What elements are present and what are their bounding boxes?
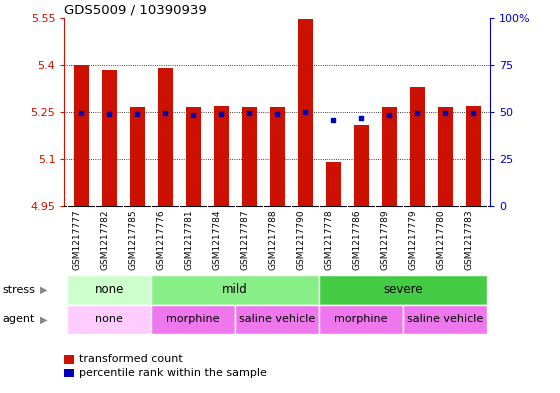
Text: saline vehicle: saline vehicle [407,314,483,324]
Bar [319,275,487,305]
Point [413,110,422,116]
Point [133,110,142,117]
Text: stress: stress [3,285,36,295]
Text: GSM1217790: GSM1217790 [296,209,305,270]
Text: GSM1217782: GSM1217782 [100,209,109,270]
Text: GSM1217789: GSM1217789 [380,209,389,270]
Point [105,110,114,117]
Bar [67,305,151,334]
Bar [157,68,173,206]
Bar [297,19,313,206]
Text: GSM1217787: GSM1217787 [240,209,249,270]
Text: GSM1217785: GSM1217785 [128,209,137,270]
Text: none: none [95,283,124,296]
Point [77,110,86,116]
Bar [325,162,341,206]
Text: ▶: ▶ [40,314,48,324]
Bar [101,70,117,206]
Point [329,117,338,123]
Point [273,110,282,117]
Text: GSM1217777: GSM1217777 [72,209,81,270]
Bar [409,87,425,206]
Bar [67,275,151,305]
Bar [235,305,319,334]
Text: agent: agent [3,314,35,324]
Bar [151,305,235,334]
Text: GSM1217788: GSM1217788 [268,209,277,270]
Text: GSM1217783: GSM1217783 [464,209,473,270]
Bar [185,107,201,206]
Text: percentile rank within the sample: percentile rank within the sample [79,368,267,378]
Bar [403,305,487,334]
Point [189,111,198,118]
Text: morphine: morphine [334,314,388,324]
Bar [353,125,369,206]
Point [385,112,394,118]
Text: GDS5009 / 10390939: GDS5009 / 10390939 [64,4,207,17]
Bar [269,107,285,206]
Bar [465,106,481,206]
Text: ▶: ▶ [40,285,48,295]
Text: GSM1217779: GSM1217779 [408,209,417,270]
Point [441,110,450,116]
Text: GSM1217786: GSM1217786 [352,209,361,270]
Bar [381,107,397,206]
Text: none: none [95,314,123,324]
Text: GSM1217780: GSM1217780 [436,209,445,270]
Point [469,110,478,116]
Point [161,110,170,116]
Point [357,115,366,121]
Point [245,110,254,116]
Bar [73,65,89,206]
Text: transformed count: transformed count [79,354,183,364]
Text: GSM1217778: GSM1217778 [324,209,333,270]
Bar [151,275,319,305]
Bar [241,107,257,206]
Point [301,109,310,115]
Text: GSM1217784: GSM1217784 [212,209,221,270]
Text: GSM1217776: GSM1217776 [156,209,165,270]
Point [217,111,226,118]
Text: mild: mild [222,283,248,296]
Bar [129,107,145,206]
Bar [213,106,229,206]
Bar [437,107,453,206]
Text: GSM1217781: GSM1217781 [184,209,193,270]
Text: severe: severe [384,283,423,296]
Text: saline vehicle: saline vehicle [239,314,315,324]
Bar [319,305,403,334]
Text: morphine: morphine [166,314,220,324]
